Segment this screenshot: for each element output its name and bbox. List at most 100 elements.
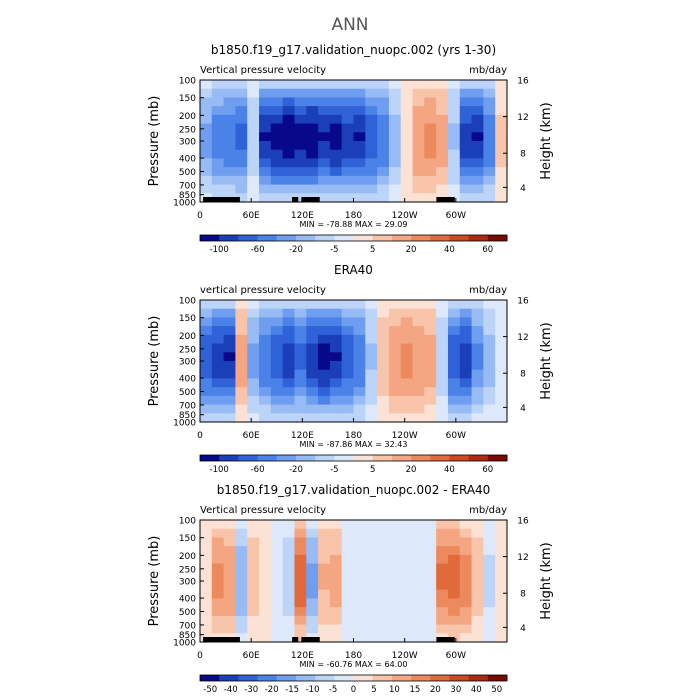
field-cell — [471, 106, 484, 116]
field-cell — [329, 607, 343, 617]
field-cell — [424, 308, 437, 319]
field-cell — [388, 615, 402, 626]
field-cell — [270, 326, 284, 336]
field-cell — [211, 615, 225, 626]
field-cell — [341, 528, 355, 539]
field-cell — [235, 132, 248, 142]
field-cell — [270, 607, 284, 617]
field-cell — [365, 624, 378, 634]
field-cell — [459, 334, 473, 345]
field-cell — [365, 369, 378, 380]
field-cell — [247, 598, 260, 608]
field-cell — [259, 343, 272, 353]
field-cell — [318, 413, 331, 423]
y-tick-label: 100 — [179, 297, 196, 307]
field-cell — [471, 88, 484, 99]
field-cell — [306, 132, 319, 142]
panels: b1850.f19_g17.validation_nuopc.002 (yrs … — [147, 43, 554, 695]
field-cell — [306, 308, 319, 319]
field-cell — [318, 554, 331, 565]
field-cell — [436, 369, 449, 380]
field-cell — [388, 369, 402, 380]
y-tick-label: 150 — [179, 534, 196, 544]
field-cell — [412, 149, 425, 160]
field-cell — [459, 175, 473, 186]
x-tick-label: 180 — [345, 651, 362, 661]
field-cell — [282, 537, 296, 547]
field-cell — [424, 395, 437, 406]
field-cell — [471, 537, 484, 547]
field-cell — [306, 361, 319, 371]
colorbar-label: 20 — [406, 465, 417, 475]
field-cell — [318, 106, 331, 116]
field-cell — [200, 167, 213, 177]
field-cell — [318, 520, 331, 530]
field-cell — [223, 378, 237, 388]
field-cell — [294, 624, 307, 634]
field-cell — [377, 158, 390, 168]
y-tick-label: 150 — [179, 94, 196, 104]
field-cell — [282, 106, 296, 116]
x-tick-label: 60W — [446, 431, 466, 441]
colorbar-swatch — [353, 675, 374, 681]
field-cell — [365, 300, 378, 310]
field-cell — [247, 633, 260, 643]
colorbar-label: 60 — [482, 245, 493, 255]
field-cell — [200, 563, 213, 573]
field-cell — [294, 326, 307, 336]
field-cell — [282, 404, 296, 414]
field-cell — [447, 334, 461, 345]
field-cell — [318, 326, 331, 336]
field-cell — [400, 554, 414, 565]
field-cell — [318, 546, 331, 556]
y-tick-label: 250 — [179, 345, 196, 355]
field-cell — [306, 395, 319, 406]
x-tick-label: 180 — [345, 211, 362, 221]
field-cell — [388, 387, 402, 397]
field-cell — [223, 589, 237, 600]
field-cell — [235, 97, 248, 107]
colorbar-label: -30 — [244, 685, 258, 695]
field-cell — [235, 141, 248, 151]
field-cell — [424, 546, 437, 556]
field-cell — [412, 343, 425, 353]
field-cell — [341, 80, 355, 90]
field-cell — [388, 326, 402, 336]
field-cell — [341, 317, 355, 327]
colorbar-swatch — [257, 455, 278, 461]
colorbar-label: -20 — [289, 465, 303, 475]
field-cell — [247, 520, 260, 530]
field-cell — [329, 572, 343, 582]
field-cell — [436, 361, 449, 371]
field-cell — [400, 141, 414, 151]
colorbar-swatch — [468, 455, 489, 461]
field-cell — [459, 97, 473, 107]
field-cell — [459, 378, 473, 388]
field-cell — [294, 615, 307, 626]
field-cell — [270, 167, 284, 177]
field-cell — [377, 132, 390, 142]
field-cell — [495, 369, 508, 380]
field-cell — [447, 300, 461, 310]
field-cell — [329, 300, 343, 310]
field-cell — [200, 149, 213, 160]
field-cell — [211, 97, 225, 107]
field-cell — [223, 361, 237, 371]
field-cell — [223, 572, 237, 582]
field-cell — [211, 308, 225, 319]
field-cell — [412, 80, 425, 90]
colorbar-swatch — [391, 235, 412, 241]
field-cell — [200, 132, 213, 142]
field-cell — [436, 184, 449, 194]
colorbar-swatch — [487, 235, 508, 241]
field-cell — [200, 581, 213, 591]
field-cell — [365, 387, 378, 397]
field-cell — [211, 334, 225, 345]
field-cell — [471, 114, 484, 125]
field-cell — [495, 413, 508, 423]
field-cell — [436, 167, 449, 177]
field-cell — [471, 607, 484, 617]
field-cell — [400, 361, 414, 371]
field-cell — [436, 615, 449, 626]
field-cell — [247, 326, 260, 336]
